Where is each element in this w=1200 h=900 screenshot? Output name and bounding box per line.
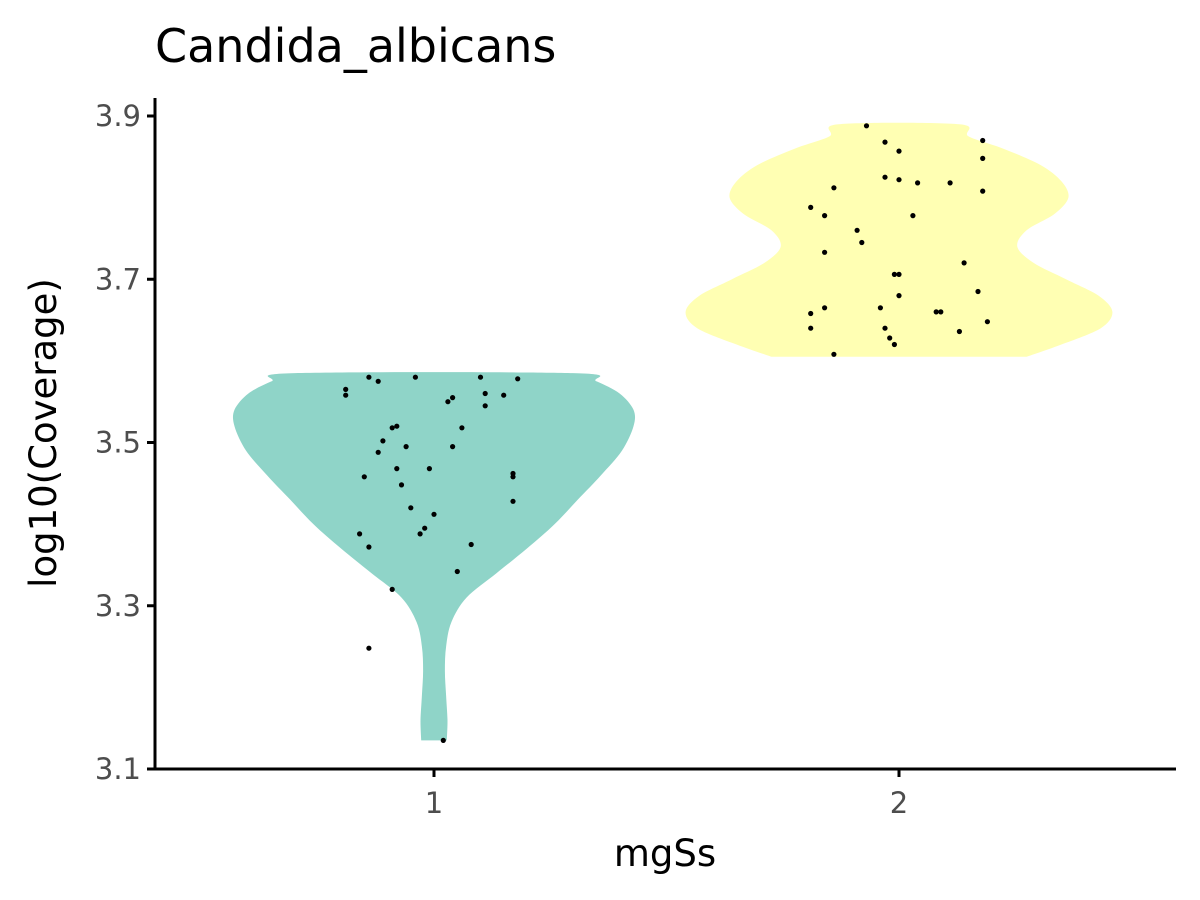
data-point-1-5 — [477, 374, 484, 380]
data-point-2-14 — [854, 227, 860, 233]
y-axis-ticks: 3.1 3.3 3.5 3.7 3.9 — [95, 99, 155, 786]
data-point-2-11 — [808, 204, 814, 210]
data-point-1-20 — [426, 466, 432, 472]
data-point-2-25 — [933, 309, 939, 315]
data-point-2-10 — [980, 188, 986, 194]
data-point-1-35 — [366, 645, 372, 651]
violin-layer — [232, 122, 1113, 741]
data-point-2-33 — [831, 351, 837, 357]
data-point-1-10 — [501, 392, 507, 398]
data-point-1-1 — [343, 386, 349, 392]
y-tick-label-3.7: 3.7 — [95, 262, 141, 296]
data-point-1-15 — [380, 438, 386, 444]
data-point-1-13 — [394, 423, 400, 429]
data-point-2-31 — [887, 335, 893, 341]
data-point-2-3 — [896, 148, 902, 154]
data-point-1-9 — [482, 390, 488, 397]
data-point-2-23 — [877, 305, 884, 311]
chart-title: Candida_albicans — [155, 19, 556, 73]
x-tick-label-2: 2 — [890, 786, 908, 820]
data-point-1-16 — [403, 444, 409, 450]
y-tick-label-3.3: 3.3 — [95, 589, 141, 623]
data-point-2-9 — [831, 185, 837, 191]
data-point-2-22 — [822, 305, 828, 311]
data-point-1-6 — [515, 376, 521, 382]
data-point-2-29 — [882, 325, 888, 331]
data-point-1-30 — [357, 531, 363, 537]
data-point-2-16 — [822, 249, 828, 255]
data-point-2-24 — [808, 310, 814, 317]
data-point-2-27 — [984, 319, 991, 325]
data-point-1-14 — [459, 425, 465, 431]
data-point-2-17 — [961, 260, 967, 266]
data-point-1-11 — [482, 403, 488, 409]
data-point-2-28 — [808, 325, 814, 331]
data-point-1-4 — [412, 374, 418, 380]
x-tick-label-1: 1 — [425, 786, 443, 820]
x-axis-title: mgSs — [614, 832, 716, 875]
data-point-1-29 — [417, 531, 423, 537]
data-point-1-26 — [408, 505, 414, 511]
data-point-1-32 — [366, 544, 372, 550]
y-tick-label-3.9: 3.9 — [95, 99, 141, 133]
data-point-1-18 — [375, 449, 381, 455]
data-point-1-23 — [510, 474, 516, 480]
data-point-2-5 — [882, 174, 888, 180]
data-point-2-19 — [896, 271, 902, 277]
data-point-1-3 — [375, 378, 381, 384]
violin-1 — [232, 372, 636, 741]
data-point-1-0 — [366, 374, 372, 380]
data-point-2-8 — [947, 180, 953, 186]
data-point-1-25 — [510, 498, 516, 504]
data-point-2-4 — [980, 155, 986, 161]
data-point-2-21 — [896, 293, 902, 299]
data-point-1-17 — [450, 444, 456, 450]
violin-2 — [685, 122, 1113, 357]
data-point-2-26 — [938, 309, 944, 315]
data-point-2-15 — [859, 239, 865, 246]
data-point-2-1 — [882, 139, 888, 145]
data-point-1-8 — [445, 399, 451, 405]
data-point-2-2 — [980, 137, 986, 144]
data-point-1-24 — [398, 482, 405, 488]
data-point-1-28 — [422, 525, 428, 531]
data-point-1-12 — [389, 425, 395, 431]
data-point-2-0 — [863, 123, 870, 129]
data-point-1-34 — [389, 586, 395, 593]
data-point-2-12 — [822, 213, 828, 219]
y-tick-label-3.1: 3.1 — [95, 752, 141, 786]
data-point-2-13 — [910, 213, 916, 219]
data-point-1-2 — [343, 392, 349, 398]
data-point-1-21 — [361, 474, 367, 480]
data-point-2-20 — [975, 288, 981, 295]
data-point-1-31 — [468, 541, 474, 548]
y-axis-title: log10(Coverage) — [22, 278, 65, 588]
data-point-2-7 — [915, 180, 921, 186]
data-point-2-32 — [891, 341, 898, 348]
data-point-2-6 — [896, 177, 902, 183]
data-point-2-18 — [891, 271, 898, 277]
y-tick-label-3.5: 3.5 — [95, 426, 141, 460]
data-point-1-27 — [431, 511, 437, 517]
data-point-1-7 — [450, 395, 456, 401]
jitter-points-layer — [343, 123, 991, 744]
data-point-1-33 — [454, 568, 460, 575]
data-point-1-19 — [394, 466, 400, 472]
data-point-1-36 — [440, 737, 446, 744]
data-point-2-30 — [956, 328, 963, 335]
